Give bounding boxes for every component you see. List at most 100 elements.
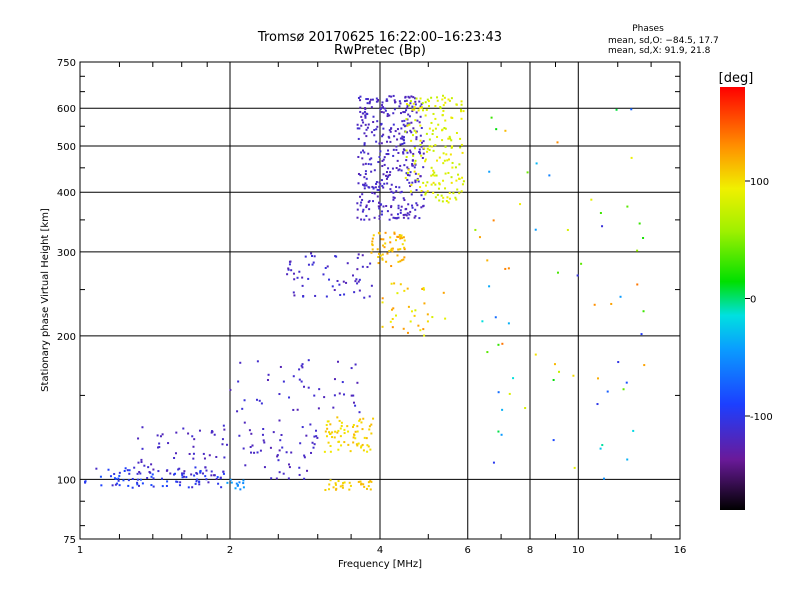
data-point (372, 234, 375, 237)
data-point (410, 183, 413, 186)
data-point (347, 443, 350, 446)
data-point (414, 147, 417, 150)
data-point (124, 467, 127, 470)
data-point (367, 163, 370, 166)
data-point (352, 441, 355, 444)
data-point (406, 287, 409, 290)
data-point (409, 210, 412, 213)
data-point (371, 191, 374, 194)
data-point (343, 481, 346, 484)
data-point (213, 433, 216, 436)
data-point (279, 365, 282, 368)
data-point (181, 476, 184, 479)
data-point (327, 441, 330, 444)
data-point (107, 468, 110, 471)
data-point (402, 213, 405, 216)
data-point (365, 206, 368, 209)
data-point (451, 117, 454, 120)
data-point (303, 385, 306, 388)
data-point (390, 265, 393, 268)
data-point (416, 178, 419, 181)
data-point (339, 485, 342, 488)
data-point (340, 421, 343, 424)
data-point (210, 470, 213, 473)
data-point (407, 217, 410, 220)
data-point (215, 478, 218, 481)
data-point (442, 109, 445, 112)
data-point (357, 182, 360, 185)
data-point (439, 107, 442, 110)
data-point (428, 127, 431, 130)
data-point (377, 205, 380, 208)
data-point (425, 132, 428, 135)
data-point (436, 99, 439, 102)
data-point (173, 473, 176, 476)
data-point (373, 192, 376, 195)
data-point (146, 476, 149, 479)
data-point (357, 442, 360, 445)
data-point (403, 164, 406, 167)
data-point (418, 121, 421, 124)
data-point (373, 169, 376, 172)
data-point (371, 237, 374, 240)
data-point (275, 477, 278, 480)
data-point (364, 123, 367, 126)
data-point (211, 430, 214, 433)
data-point (363, 218, 366, 221)
data-point (368, 425, 371, 428)
data-point (423, 302, 426, 305)
data-point (401, 135, 404, 138)
data-point (366, 113, 369, 116)
data-point (443, 159, 446, 162)
data-point (619, 295, 622, 298)
data-point (378, 188, 381, 191)
data-point (359, 99, 362, 102)
data-point (397, 248, 400, 251)
data-point (420, 103, 423, 106)
data-point (325, 435, 328, 438)
data-point (389, 320, 392, 323)
data-point (192, 445, 195, 448)
data-point (381, 301, 384, 304)
data-point (326, 427, 329, 430)
data-point (454, 166, 457, 169)
data-point (128, 472, 131, 475)
data-point (136, 483, 139, 486)
data-point (576, 274, 579, 277)
data-point (296, 276, 299, 279)
data-point (281, 446, 284, 449)
data-point (405, 172, 408, 175)
data-point (610, 302, 613, 305)
data-point (261, 433, 264, 436)
data-point (422, 166, 425, 169)
x-tick-label: 2 (227, 545, 233, 556)
data-point (436, 135, 439, 138)
data-point (123, 469, 126, 472)
phase-mean-o: mean, sd,O: −84.5, 17.7 (608, 36, 719, 46)
data-point (365, 214, 368, 217)
data-point (100, 484, 103, 487)
data-points (84, 94, 646, 492)
data-point (226, 481, 229, 484)
data-point (444, 187, 447, 190)
data-point (288, 463, 291, 466)
data-point (343, 441, 346, 444)
data-point (376, 120, 379, 123)
data-point (159, 435, 162, 438)
data-point (390, 190, 393, 193)
data-point (195, 480, 198, 483)
data-point (428, 145, 431, 148)
data-point (357, 137, 360, 140)
data-point (360, 124, 363, 127)
data-point (251, 444, 254, 447)
data-point (165, 469, 168, 472)
data-point (422, 287, 425, 290)
data-point (385, 98, 388, 101)
data-point (426, 190, 429, 193)
data-point (403, 142, 406, 145)
data-point (390, 95, 393, 98)
data-point (371, 248, 374, 251)
data-point (573, 466, 576, 469)
data-point (293, 294, 296, 297)
data-point (364, 173, 367, 176)
